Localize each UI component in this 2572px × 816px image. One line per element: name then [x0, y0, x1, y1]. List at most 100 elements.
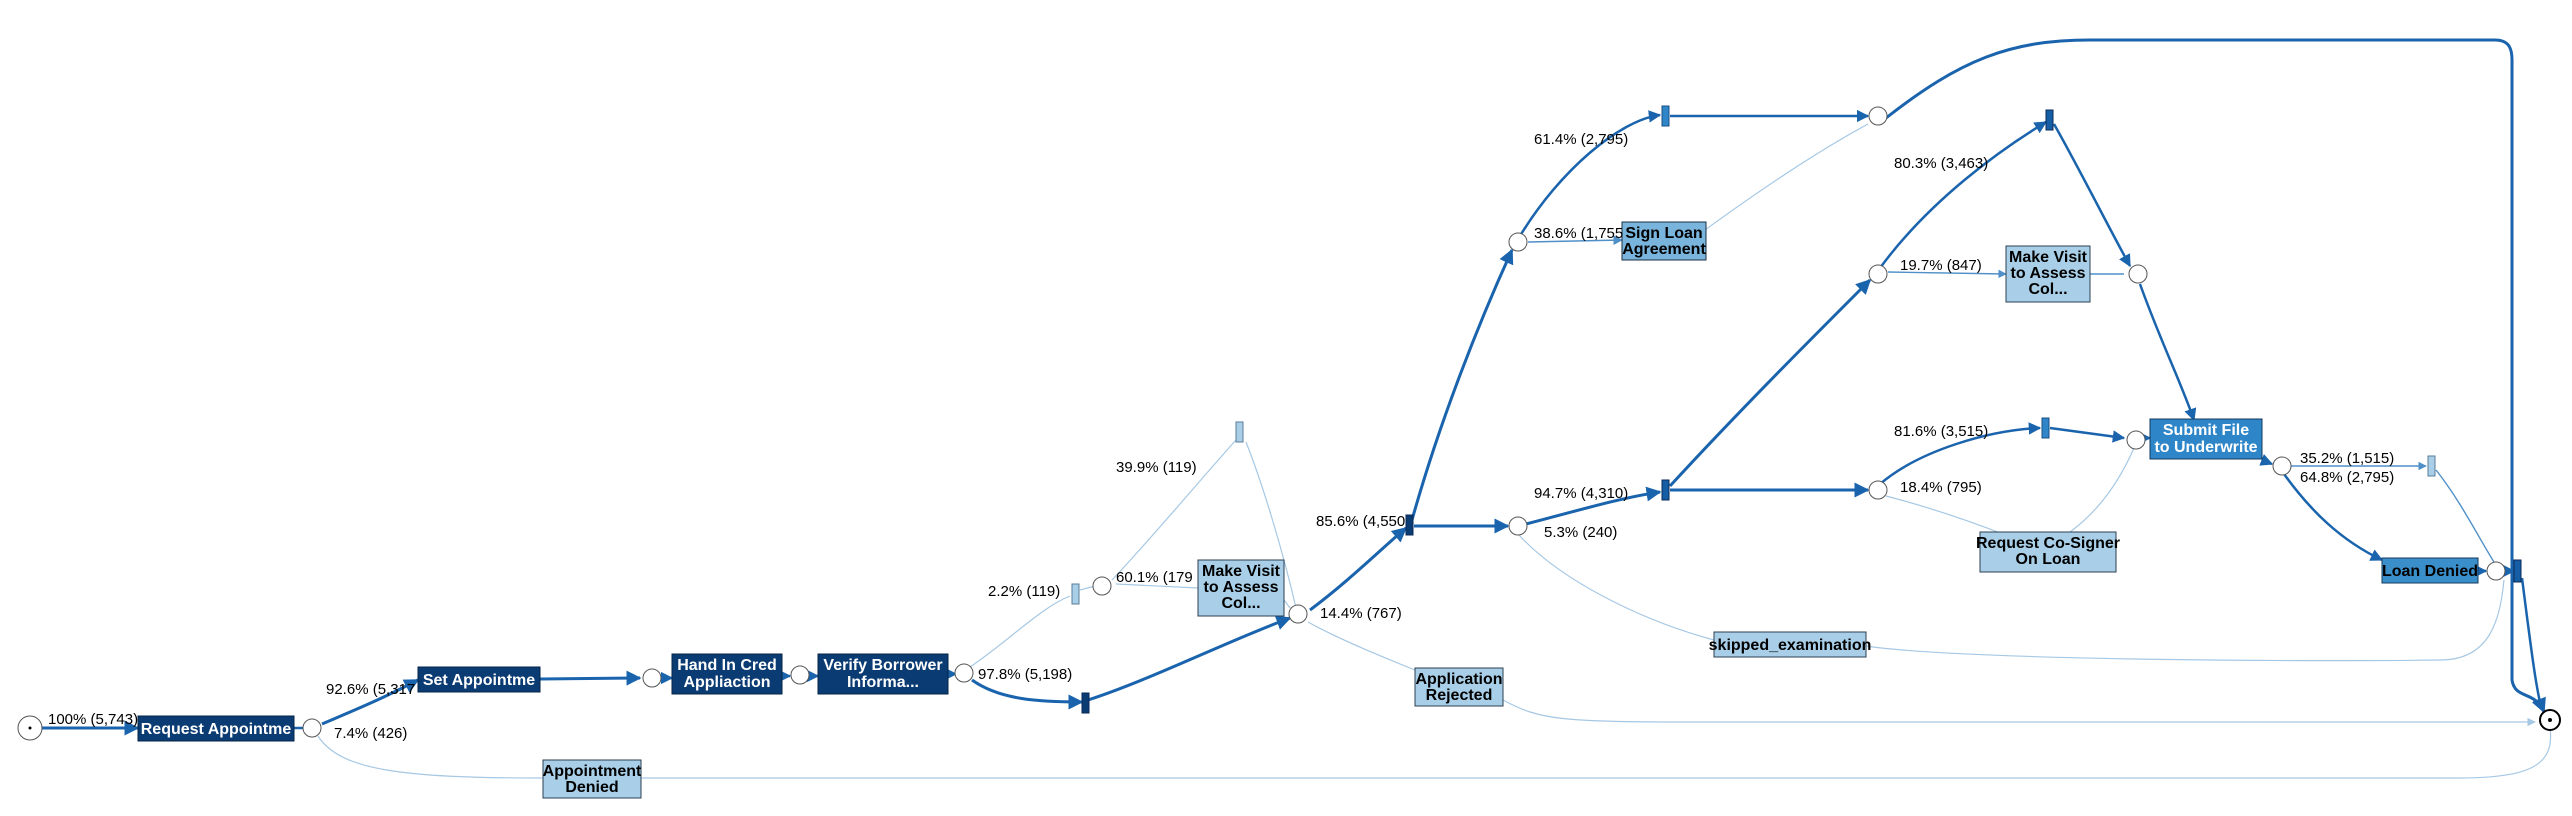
place-after-verify — [954, 663, 974, 683]
place-lower — [1508, 516, 1528, 536]
edge-endbar-end — [2520, 577, 2545, 712]
activity-sign-loan-line-1: Sign Loan — [1625, 225, 1702, 242]
edge-skipped-end — [1865, 579, 2505, 662]
label-continue: 85.6% (4,550 — [1316, 513, 1405, 530]
label-rejected: 14.4% (767) — [1320, 605, 1402, 622]
edge-set-place — [539, 670, 642, 686]
edge-set-appointment — [321, 678, 420, 726]
label-appointment-denied: 7.4% (426) — [334, 725, 407, 742]
label-set-appointment: 92.6% (5,317 — [326, 681, 415, 698]
bar-submit-up[interactable] — [2427, 455, 2436, 477]
edge-sign-top — [1518, 110, 1662, 237]
edge-andbar-place — [1087, 615, 1292, 702]
edge-signloan-place — [1704, 123, 1869, 231]
label-make-visit-2: 19.7% (847) — [1900, 257, 1982, 274]
bar-branch-small[interactable] — [1071, 583, 1080, 605]
edge-bar-place — [1079, 585, 1096, 591]
edge-smallbar-endplace — [2435, 469, 2495, 563]
activity-sign-loan-line-2: Agreement — [1622, 241, 1706, 258]
place-after-hand — [790, 665, 810, 685]
activity-sign-loan[interactable]: Sign Loan Agreement — [1621, 221, 1707, 261]
activity-application-rejected[interactable]: Application Rejected — [1414, 667, 1504, 707]
start-token-dot — [28, 726, 32, 730]
edge-denied-end — [641, 727, 2552, 779]
activity-loan-denied-label: Loan Denied — [2382, 563, 2478, 580]
label-verify-branch: 2.2% (119) — [988, 583, 1060, 600]
label-start: 100% (5,743) — [48, 711, 138, 728]
place-after-visit-1 — [1288, 604, 1308, 624]
end-token-dot — [2548, 718, 2552, 722]
place-upper — [1868, 264, 1888, 284]
edge-upbar-place — [1245, 441, 1297, 609]
activity-make-visit-1-line-1: Make Visit — [1202, 563, 1281, 580]
place-after-set — [642, 668, 662, 688]
label-upper-direct: 80.3% (3,463) — [1894, 155, 1988, 172]
activity-application-rejected-line-1: Application — [1415, 671, 1502, 688]
bar-verify-and[interactable] — [1081, 692, 1090, 714]
edge-loan-denied — [2282, 473, 2384, 562]
activity-hand-in-credit[interactable]: Hand In Cred Appliaction — [671, 653, 783, 695]
activity-request-appointment[interactable]: Request Appointme — [137, 715, 295, 742]
activity-skipped-examination[interactable]: skipped_examination — [1709, 631, 1872, 658]
edge-to-sign-place — [1410, 248, 1514, 521]
bar-top-right[interactable] — [2045, 109, 2054, 131]
bar-end[interactable] — [2513, 559, 2522, 583]
bar-lower-direct[interactable] — [2041, 417, 2050, 439]
edge-verify-main — [971, 678, 1084, 710]
activity-loan-denied[interactable]: Loan Denied — [2381, 557, 2479, 584]
edge-place-submit — [2138, 283, 2197, 422]
label-sign-loan: 38.6% (1,755 — [1534, 225, 1623, 242]
edge-lower-direct — [1879, 422, 2042, 485]
label-branch-up: 39.9% (119) — [1116, 459, 1197, 476]
activity-submit-file[interactable]: Submit File to Underwrite — [2149, 418, 2263, 460]
edge-lower-and — [1525, 486, 1662, 526]
activity-hand-in-credit-line-2: Appliaction — [683, 674, 770, 691]
place-after-submit — [2272, 456, 2292, 476]
activity-request-cosigner[interactable]: Request Co-Signer On Loan — [1976, 531, 2120, 573]
edge-labels: 100% (5,743) 92.6% (5,317 7.4% (426) 97.… — [48, 131, 2394, 742]
label-loan-denied: 64.8% (2,795) — [2300, 469, 2394, 486]
activities: Request Appointme Set Appointme Hand In … — [137, 221, 2479, 799]
edge-visit1-place — [1283, 599, 1291, 609]
activity-make-visit-1[interactable]: Make Visit to Assess Col... — [1197, 559, 1285, 617]
activity-make-visit-2-line-2: to Assess — [2011, 265, 2086, 282]
edge-cosigner — [1885, 495, 2009, 537]
place-sign — [1508, 232, 1528, 252]
bar-and[interactable] — [1661, 479, 1670, 501]
place-after-request — [302, 718, 322, 738]
activity-submit-file-line-2: to Underwrite — [2154, 439, 2257, 456]
activity-skipped-examination-label: skipped_examination — [1709, 637, 1872, 654]
label-sign-top: 61.4% (2,795) — [1534, 131, 1628, 148]
edge-submit-place — [2259, 454, 2274, 466]
label-submit-up: 35.2% (1,515) — [2300, 450, 2394, 467]
silent-transitions — [1071, 105, 2522, 714]
label-skipped: 5.3% (240) — [1544, 524, 1617, 541]
place-after-loan-denied — [2486, 561, 2506, 581]
activity-make-visit-2[interactable]: Make Visit to Assess Col... — [2005, 245, 2091, 303]
activity-appointment-denied[interactable]: Appointment Denied — [542, 759, 642, 799]
activity-verify-borrower[interactable]: Verify Borrower Informa... — [817, 653, 949, 695]
edge-trbar-place — [2052, 123, 2132, 268]
edge-skipped — [1517, 533, 1715, 641]
place-lower-right — [1868, 480, 1888, 500]
edge-place-visit1 — [1115, 583, 1199, 589]
edge-make-visit-2 — [1887, 269, 2007, 279]
place-before-submit-top — [2128, 264, 2148, 284]
activity-make-visit-2-line-1: Make Visit — [2009, 249, 2088, 266]
edge-continue — [1309, 526, 1408, 612]
activity-request-cosigner-line-1: Request Co-Signer — [1976, 535, 2120, 552]
bar-continue[interactable] — [1405, 514, 1414, 536]
activity-set-appointment[interactable]: Set Appointme — [417, 666, 541, 693]
edge-upper-direct — [1878, 120, 2048, 269]
bar-branch-up[interactable] — [1235, 421, 1244, 443]
activity-make-visit-1-line-2: to Assess — [1204, 579, 1279, 596]
edge-appointment-denied — [317, 735, 544, 779]
edge-bar-place2 — [2049, 426, 2126, 443]
edge-rejected — [1307, 621, 1416, 671]
edge-place-upbar — [1111, 439, 1237, 581]
activity-application-rejected-line-2: Rejected — [1426, 687, 1493, 704]
label-lower-direct: 81.6% (3,515) — [1894, 423, 1988, 440]
activity-set-appointment-label: Set Appointme — [423, 672, 535, 689]
bar-sign-top[interactable] — [1661, 105, 1670, 127]
